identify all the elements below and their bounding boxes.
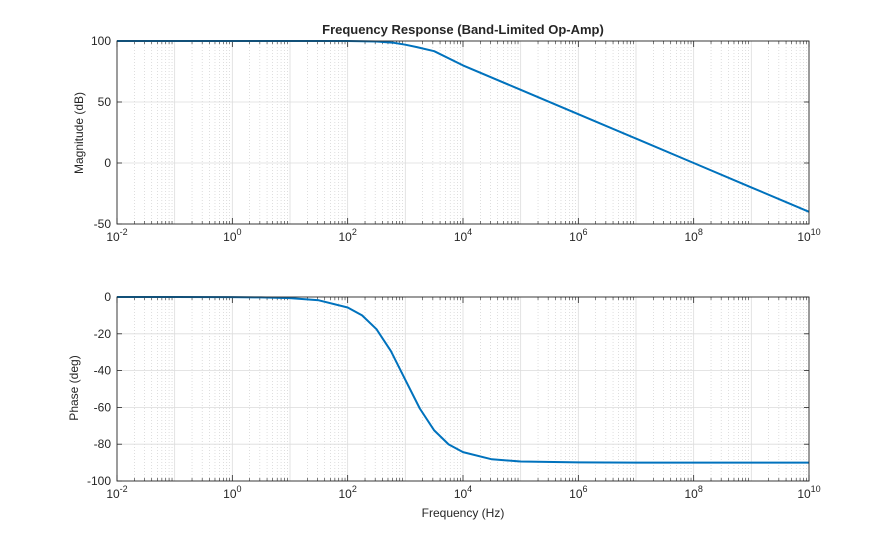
axes-box [116, 40, 810, 225]
y-tick-label: -60 [94, 400, 112, 414]
x-tick-label: 100 [223, 484, 241, 501]
phase-ylabel: Phase (deg) [67, 355, 81, 420]
y-tick-label: 50 [98, 95, 112, 109]
y-tick-label: -80 [94, 437, 112, 451]
phase-axes: Phase (deg) Frequency (Hz) 0 -20 -40 -60 -80… [67, 290, 821, 520]
series-line [117, 296, 809, 464]
x-tick-label: 104 [454, 227, 472, 244]
phase-xlabel: Frequency (Hz) [422, 506, 505, 520]
y-tick-label: 0 [104, 290, 111, 304]
x-tick-label: 1010 [797, 227, 820, 244]
x-tick-label: 108 [684, 227, 702, 244]
y-tick-label: -40 [94, 364, 112, 378]
chart-title: Frequency Response (Band-Limited Op-Amp) [322, 22, 604, 37]
x-tick-label: 1010 [797, 484, 820, 501]
y-tick-label: -20 [94, 327, 112, 341]
y-tick-label: 0 [104, 156, 111, 170]
axes-box [116, 296, 810, 482]
x-tick-label: 104 [454, 484, 472, 501]
y-tick-label: -50 [94, 217, 112, 231]
x-tick-label: 102 [338, 227, 356, 244]
x-tick-label: 10-2 [106, 227, 127, 244]
x-tick-label: 102 [338, 484, 356, 501]
x-tick-label: 106 [569, 227, 587, 244]
x-tick-label: 106 [569, 484, 587, 501]
x-tick-label: 100 [223, 227, 241, 244]
x-tick-label: 108 [684, 484, 702, 501]
magnitude-ylabel: Magnitude (dB) [72, 92, 86, 174]
x-tick-label: 10-2 [106, 484, 127, 501]
magnitude-axes: Frequency Response (Band-Limited Op-Amp)… [72, 22, 821, 244]
y-tick-label: -100 [87, 474, 111, 488]
y-tick-label: 100 [91, 34, 111, 48]
